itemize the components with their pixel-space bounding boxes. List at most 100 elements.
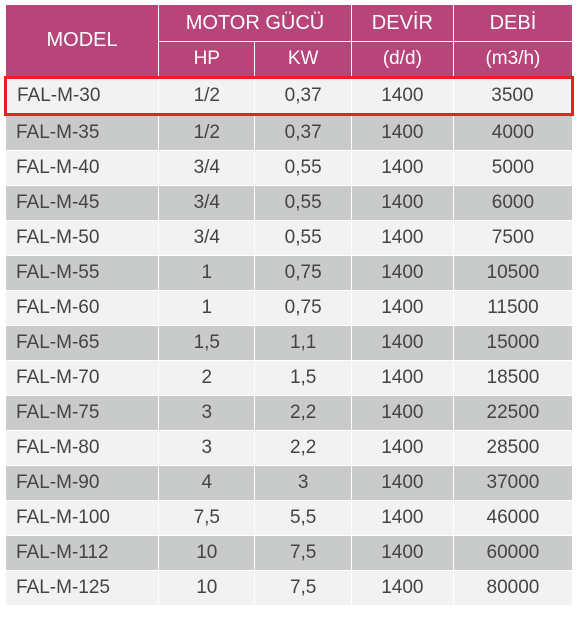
cell-kw: 1,1 [255, 326, 351, 361]
cell-debi: 5000 [453, 151, 572, 186]
cell-devir: 1400 [351, 78, 453, 115]
cell-debi: 80000 [453, 571, 572, 606]
col-motor: MOTOR GÜCÜ [159, 5, 352, 42]
cell-devir: 1400 [351, 256, 453, 291]
cell-hp: 4 [159, 466, 255, 501]
cell-debi: 37000 [453, 466, 572, 501]
cell-devir: 1400 [351, 501, 453, 536]
cell-kw: 7,5 [255, 571, 351, 606]
cell-model: FAL-M-35 [6, 115, 159, 151]
cell-devir: 1400 [351, 571, 453, 606]
cell-hp: 3/4 [159, 151, 255, 186]
table-row: FAL-M-5510,75140010500 [6, 256, 573, 291]
cell-hp: 1,5 [159, 326, 255, 361]
spec-table: MODEL MOTOR GÜCÜ DEVİR DEBİ HP KW (d/d) … [4, 4, 574, 606]
cell-debi: 10500 [453, 256, 572, 291]
table-row: FAL-M-125107,5140080000 [6, 571, 573, 606]
cell-debi: 7500 [453, 221, 572, 256]
cell-kw: 2,2 [255, 431, 351, 466]
cell-devir: 1400 [351, 396, 453, 431]
cell-devir: 1400 [351, 115, 453, 151]
table-row: FAL-M-351/20,3714004000 [6, 115, 573, 151]
cell-kw: 5,5 [255, 501, 351, 536]
col-debi: DEBİ [453, 5, 572, 42]
cell-hp: 7,5 [159, 501, 255, 536]
cell-devir: 1400 [351, 186, 453, 221]
table-header: MODEL MOTOR GÜCÜ DEVİR DEBİ HP KW (d/d) … [6, 5, 573, 78]
cell-model: FAL-M-75 [6, 396, 159, 431]
col-hp: HP [159, 42, 255, 78]
cell-model: FAL-M-90 [6, 466, 159, 501]
table-row: FAL-M-1007,55,5140046000 [6, 501, 573, 536]
cell-hp: 3 [159, 431, 255, 466]
table-body: FAL-M-301/20,3714003500FAL-M-351/20,3714… [6, 78, 573, 606]
cell-debi: 3500 [453, 78, 572, 115]
table-row: FAL-M-7021,5140018500 [6, 361, 573, 396]
cell-devir: 1400 [351, 151, 453, 186]
cell-hp: 3/4 [159, 186, 255, 221]
col-devir-sub: (d/d) [351, 42, 453, 78]
cell-model: FAL-M-70 [6, 361, 159, 396]
cell-model: FAL-M-112 [6, 536, 159, 571]
cell-kw: 0,55 [255, 151, 351, 186]
cell-kw: 3 [255, 466, 351, 501]
table-row: FAL-M-7532,2140022500 [6, 396, 573, 431]
cell-kw: 0,75 [255, 256, 351, 291]
cell-debi: 28500 [453, 431, 572, 466]
cell-kw: 7,5 [255, 536, 351, 571]
col-kw: KW [255, 42, 351, 78]
col-model: MODEL [6, 5, 159, 78]
cell-model: FAL-M-65 [6, 326, 159, 361]
table-row: FAL-M-403/40,5514005000 [6, 151, 573, 186]
table-row: FAL-M-6010,75140011500 [6, 291, 573, 326]
cell-debi: 11500 [453, 291, 572, 326]
cell-kw: 0,75 [255, 291, 351, 326]
cell-hp: 1/2 [159, 78, 255, 115]
col-debi-sub: (m3/h) [453, 42, 572, 78]
cell-model: FAL-M-45 [6, 186, 159, 221]
cell-debi: 60000 [453, 536, 572, 571]
cell-kw: 0,37 [255, 115, 351, 151]
cell-model: FAL-M-55 [6, 256, 159, 291]
cell-debi: 4000 [453, 115, 572, 151]
cell-kw: 0,37 [255, 78, 351, 115]
cell-hp: 1 [159, 291, 255, 326]
cell-model: FAL-M-40 [6, 151, 159, 186]
cell-model: FAL-M-60 [6, 291, 159, 326]
cell-devir: 1400 [351, 536, 453, 571]
cell-hp: 10 [159, 571, 255, 606]
cell-devir: 1400 [351, 466, 453, 501]
table-row: FAL-M-503/40,5514007500 [6, 221, 573, 256]
cell-devir: 1400 [351, 291, 453, 326]
cell-debi: 15000 [453, 326, 572, 361]
cell-model: FAL-M-125 [6, 571, 159, 606]
cell-kw: 2,2 [255, 396, 351, 431]
cell-kw: 0,55 [255, 221, 351, 256]
cell-hp: 3/4 [159, 221, 255, 256]
cell-kw: 1,5 [255, 361, 351, 396]
cell-hp: 2 [159, 361, 255, 396]
cell-devir: 1400 [351, 431, 453, 466]
cell-hp: 1 [159, 256, 255, 291]
cell-devir: 1400 [351, 326, 453, 361]
cell-debi: 46000 [453, 501, 572, 536]
cell-hp: 10 [159, 536, 255, 571]
cell-debi: 6000 [453, 186, 572, 221]
cell-hp: 1/2 [159, 115, 255, 151]
cell-model: FAL-M-100 [6, 501, 159, 536]
table-row: FAL-M-453/40,5514006000 [6, 186, 573, 221]
cell-devir: 1400 [351, 361, 453, 396]
cell-model: FAL-M-50 [6, 221, 159, 256]
table-row: FAL-M-9043140037000 [6, 466, 573, 501]
cell-model: FAL-M-80 [6, 431, 159, 466]
col-devir: DEVİR [351, 5, 453, 42]
table-row: FAL-M-651,51,1140015000 [6, 326, 573, 361]
cell-debi: 18500 [453, 361, 572, 396]
table-row: FAL-M-8032,2140028500 [6, 431, 573, 466]
cell-hp: 3 [159, 396, 255, 431]
cell-debi: 22500 [453, 396, 572, 431]
table-row: FAL-M-112107,5140060000 [6, 536, 573, 571]
cell-model: FAL-M-30 [6, 78, 159, 115]
cell-devir: 1400 [351, 221, 453, 256]
cell-kw: 0,55 [255, 186, 351, 221]
